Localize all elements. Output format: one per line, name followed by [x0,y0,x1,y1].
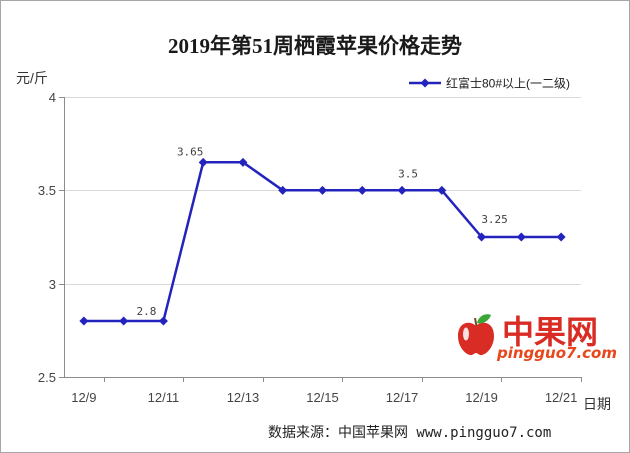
data-point [119,316,129,326]
x-axis-title: 日期 [583,396,611,412]
data-source-footer: 数据来源：中国苹果网 www.pingguo7.com [268,425,551,441]
data-point [198,157,208,167]
series-group [79,157,566,326]
legend: 红富士80#以上(一二级) [409,76,570,91]
data-point [357,185,367,195]
chart-title: 2019年第51周栖霞苹果价格走势 [168,34,462,58]
watermark-domain: pingguo7.com [496,344,617,362]
data-point [477,232,487,242]
data-point [318,185,327,195]
apple-icon [458,314,494,356]
data-point [397,185,407,195]
x-tick-label: 12/9 [71,390,96,405]
watermark-logo: 中果网 pingguo7.com [458,312,617,362]
data-point [238,157,248,167]
data-label: 3.65 [177,145,204,158]
data-labels: 2.8 3.65 3.5 3.25 [136,145,507,318]
watermark-brand: 中果网 [502,313,598,351]
x-tick-label: 12/13 [227,390,260,405]
x-tick-label: 12/11 [148,390,180,405]
data-point [516,232,526,242]
data-label: 3.25 [481,213,508,226]
y-tick-label: 3.5 [38,183,56,198]
x-tick-label: 12/19 [465,390,498,405]
data-point [158,316,168,326]
data-point [437,185,447,195]
x-tick-label: 12/15 [306,390,339,405]
data-label: 3.5 [398,167,418,180]
axes: 2.5 3 3.5 4 12/9 12/11 12/13 12/15 12/17 12/19 12/… [38,90,582,405]
y-axis-title: 元/斤 [16,70,48,86]
data-point [278,185,288,195]
y-tick-label: 3 [49,277,56,292]
legend-label: 红富士80#以上(一二级) [446,76,570,91]
legend-diamond-marker [420,78,430,88]
data-label: 2.8 [136,305,156,318]
data-point [556,232,566,242]
data-point [79,316,89,326]
y-tick-label: 2.5 [38,370,56,385]
y-tick-label: 4 [49,90,56,105]
x-tick-label: 12/21 [545,390,578,405]
x-tick-label: 12/17 [386,390,419,405]
